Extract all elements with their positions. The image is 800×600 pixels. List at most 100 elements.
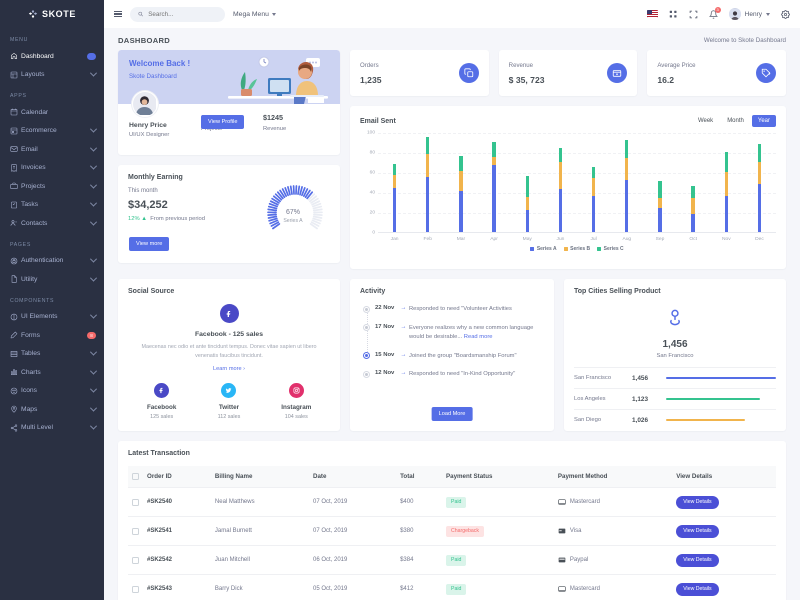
- delta-text: From previous period: [150, 216, 205, 222]
- city-name: San Diego: [574, 417, 602, 423]
- activity-dot-icon: [363, 370, 370, 378]
- network-sales: 125 sales: [150, 414, 174, 421]
- sidebar-item-tables[interactable]: Tables: [0, 345, 104, 364]
- home-icon: [10, 52, 21, 60]
- row-select-cell[interactable]: [128, 574, 143, 600]
- brand-logo-area[interactable]: SKOTE: [0, 0, 104, 28]
- read-more-link[interactable]: Read more: [463, 334, 493, 341]
- row-checkbox[interactable]: [132, 527, 139, 535]
- activity-date: 22 Nov: [375, 305, 395, 311]
- row-select-cell[interactable]: [128, 545, 143, 575]
- sidebar-item-charts[interactable]: Charts: [0, 363, 104, 382]
- cell-payment-status: Paid: [442, 574, 554, 600]
- city-row: San Diego 1,026: [574, 409, 776, 430]
- row-checkbox[interactable]: [132, 585, 139, 593]
- stat-card-value: 1,235: [360, 74, 382, 85]
- stacked-bar: [492, 142, 496, 232]
- cell-total: $412: [396, 574, 442, 600]
- mega-menu-button[interactable]: Mega Menu: [233, 11, 276, 18]
- sidebar-item-ecommerce[interactable]: Ecommerce: [0, 122, 104, 141]
- bell-icon[interactable]: 3: [708, 6, 721, 19]
- sidebar-item-email[interactable]: Email: [0, 140, 104, 159]
- range-button-year[interactable]: Year: [751, 115, 776, 127]
- sidebar-item-contacts[interactable]: Contacts: [0, 214, 104, 233]
- select-all-checkbox[interactable]: [132, 473, 139, 480]
- sidebar-item-maps[interactable]: Maps: [0, 400, 104, 419]
- receipt-icon: [10, 164, 21, 172]
- activity-date: 12 Nov: [375, 370, 395, 377]
- fullscreen-icon[interactable]: [689, 10, 698, 19]
- view-profile-button[interactable]: View Profile: [201, 115, 245, 129]
- legend-item[interactable]: Series A: [530, 246, 557, 252]
- view-details-button[interactable]: View Details: [676, 553, 719, 567]
- activity-item[interactable]: 15 Nov → Joined the group "Boardsmanship F…: [363, 352, 544, 362]
- select-all-header[interactable]: [128, 466, 143, 488]
- sidebar-item-utility[interactable]: Utility: [0, 270, 104, 289]
- topbar-right: 3 Henry: [646, 6, 790, 20]
- activity-item[interactable]: 17 Nov → Everyone realizes why a new commo…: [363, 324, 544, 343]
- chevron-down-icon: [89, 162, 98, 170]
- learn-more-label: Learn more: [212, 366, 242, 373]
- us-flag-icon[interactable]: [646, 10, 658, 18]
- chevron-down-icon: [89, 69, 98, 77]
- social-network-instagram[interactable]: Instagram 104 sales: [263, 381, 330, 420]
- range-button-week[interactable]: Week: [692, 115, 719, 127]
- legend-item[interactable]: Series B: [563, 246, 590, 252]
- sidebar-item-forms[interactable]: Forms 8: [0, 326, 104, 345]
- sidebar-item-multi-level[interactable]: Multi Level: [0, 419, 104, 438]
- activity-item[interactable]: 12 Nov → Responded to need "In-Kind Opport…: [363, 370, 544, 380]
- range-button-month[interactable]: Month: [721, 115, 750, 127]
- social-network-facebook[interactable]: Facebook 125 sales: [128, 381, 195, 420]
- view-details-button[interactable]: View Details: [676, 582, 719, 596]
- mega-menu-label: Mega Menu: [233, 10, 269, 18]
- column-header-billing-name: Billing Name: [210, 466, 309, 488]
- sidebar-item-authentication[interactable]: Authentication: [0, 252, 104, 271]
- sidebar-item-layouts[interactable]: Layouts: [0, 66, 104, 85]
- user-menu[interactable]: Henry: [728, 8, 770, 20]
- row-checkbox[interactable]: [132, 556, 139, 564]
- top-city-summary: 1,456 San Francisco: [574, 306, 776, 359]
- stacked-bar: [392, 164, 397, 232]
- monthly-earning-title: Monthly Earning: [128, 174, 183, 181]
- hamburger-icon[interactable]: [114, 10, 122, 18]
- email-sent-title: Email Sent: [360, 117, 396, 125]
- welcome-profile: Henry Price UI/UX Designer: [129, 91, 201, 138]
- row-checkbox[interactable]: [132, 498, 139, 506]
- cell-billing-name: Juan Mitchell: [210, 545, 309, 575]
- activity-item[interactable]: 22 Nov → Responded to need "Volunteer Acti…: [363, 305, 544, 315]
- layers-icon: [10, 313, 21, 321]
- gear-icon[interactable]: [781, 9, 790, 19]
- view-more-button[interactable]: View more: [129, 237, 170, 251]
- sidebar-item-invoices[interactable]: Invoices: [0, 159, 104, 178]
- sidebar-item-dashboard[interactable]: Dashboard: [0, 47, 104, 66]
- sidebar-item-projects[interactable]: Projects: [0, 177, 104, 196]
- sidebar-item-icons[interactable]: Icons: [0, 382, 104, 401]
- stat-card-value: $ 35, 723: [508, 74, 545, 85]
- search-box[interactable]: [130, 6, 225, 22]
- network-name: Twitter: [218, 404, 240, 412]
- bar-segment: [558, 162, 563, 189]
- social-network-twitter[interactable]: Twitter 112 sales: [195, 381, 262, 420]
- bar-segment: [525, 176, 529, 197]
- legend-item[interactable]: Series C: [597, 246, 624, 252]
- sidebar-item-label: Tasks: [21, 201, 39, 209]
- cell-billing-name: Barry Dick: [210, 574, 309, 600]
- view-details-button[interactable]: View Details: [676, 495, 719, 509]
- stat-card-revenue: Revenue $ 35, 723: [498, 50, 638, 96]
- sidebar-item-ui-elements[interactable]: UI Elements: [0, 308, 104, 327]
- row-select-cell[interactable]: [128, 516, 143, 546]
- activity-timeline-line: [366, 313, 368, 358]
- sidebar-section-pages: PAGES: [10, 241, 31, 248]
- sidebar-item-calendar[interactable]: Calendar: [0, 103, 104, 122]
- cell-order-id: #SK2542: [143, 545, 211, 575]
- learn-more-link[interactable]: Learn more ›: [212, 366, 246, 373]
- row-select-cell[interactable]: [128, 487, 143, 517]
- grid-apps-icon[interactable]: [669, 10, 678, 19]
- search-input[interactable]: [148, 10, 217, 18]
- sidebar-item-tasks[interactable]: Tasks: [0, 196, 104, 215]
- chevron-down-icon: [89, 348, 98, 356]
- load-more-button[interactable]: Load More: [431, 407, 473, 421]
- search-icon: [138, 11, 143, 17]
- view-details-button[interactable]: View Details: [676, 524, 719, 538]
- bar-chart-icon: [10, 368, 21, 376]
